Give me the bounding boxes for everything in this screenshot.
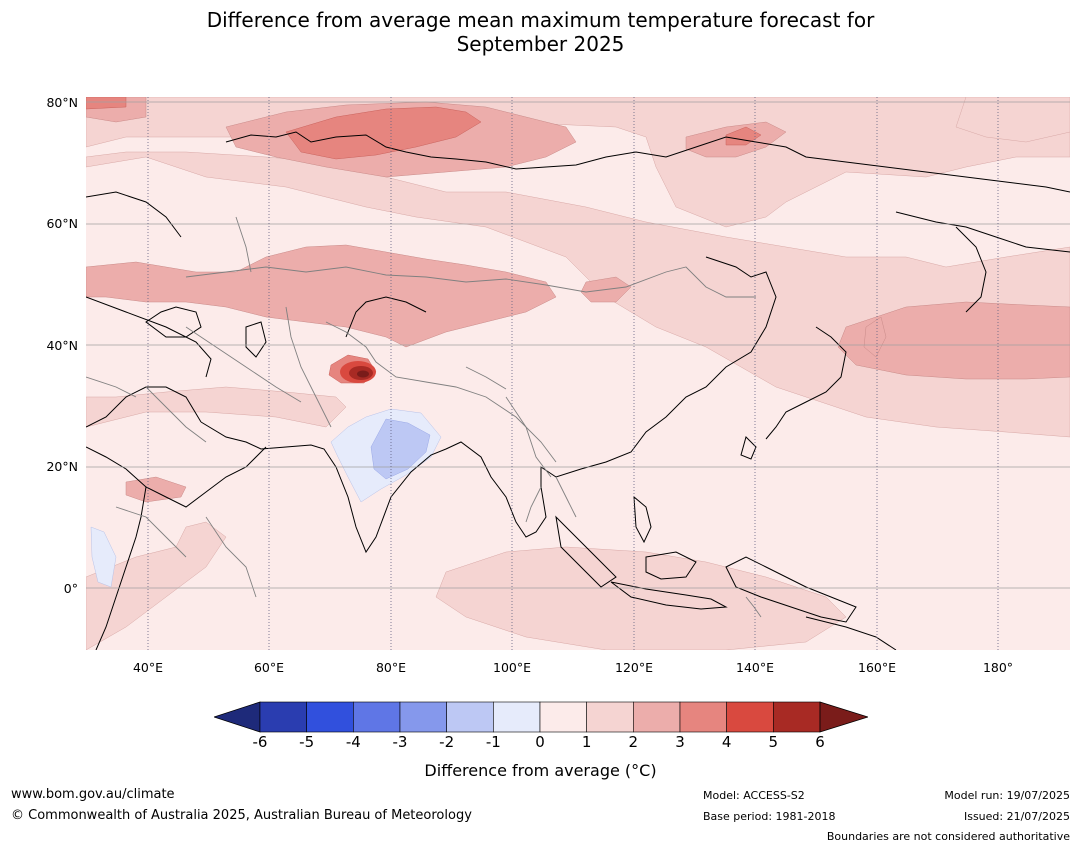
lon-label-40e: 40°E <box>132 660 164 675</box>
chart-title: Difference from average mean maximum tem… <box>0 8 1081 56</box>
latitude-lines <box>86 101 1070 589</box>
lat-label-0: 0° <box>63 581 78 596</box>
colorbar-tick-label: -4 <box>345 733 361 751</box>
colorbar-tick-label: 4 <box>721 733 732 751</box>
colorbar-swatch <box>353 701 401 733</box>
anomaly-3-4-regions <box>86 97 762 384</box>
lon-label-160e: 160°E <box>857 660 897 675</box>
colorbar-swatch <box>679 701 727 733</box>
longitude-lines <box>147 97 999 650</box>
colorbar-extend-low <box>214 701 261 733</box>
colorbar-swatch <box>726 701 774 733</box>
coastlines <box>86 131 1070 650</box>
lon-label-120e: 120°E <box>614 660 654 675</box>
colorbar-extend-high <box>819 701 868 733</box>
model-text: Model: ACCESS-S2 <box>703 789 805 802</box>
forecast-map <box>86 97 1070 650</box>
colorbar-swatch <box>493 701 541 733</box>
title-line-2: September 2025 <box>456 32 625 56</box>
anomaly-negative-regions <box>90 408 442 588</box>
colorbar-swatch <box>259 701 307 733</box>
colorbar-label: Difference from average (°C) <box>424 761 657 780</box>
colorbar-tick-label: 1 <box>581 733 592 751</box>
disclaimer-text: Boundaries are not considered authoritat… <box>826 830 1070 843</box>
colorbar-swatch <box>773 701 821 733</box>
website-link[interactable]: www.bom.gov.au/climate <box>11 787 175 802</box>
lon-label-60e: 60°E <box>253 660 285 675</box>
colorbar-swatch <box>586 701 634 733</box>
colorbar-tick-label: 6 <box>815 733 825 751</box>
title-line-1: Difference from average mean maximum tem… <box>206 8 875 32</box>
hot-spot-tibet <box>340 361 376 383</box>
colorbar-tick-label: -2 <box>439 733 455 751</box>
colorbar <box>214 701 868 733</box>
colorbar-tick-label: 0 <box>535 733 545 751</box>
colorbar-tick-label: -3 <box>392 733 408 751</box>
lon-label-180: 180° <box>982 660 1014 675</box>
national-borders <box>86 216 762 618</box>
map-svg <box>86 97 1070 650</box>
lon-label-80e: 80°E <box>375 660 407 675</box>
colorbar-tick-label: -5 <box>299 733 315 751</box>
colorbar-swatch <box>306 701 354 733</box>
colorbar-swatch <box>446 701 494 733</box>
colorbar-swatches <box>214 701 868 733</box>
copyright-text: © Commonwealth of Australia 2025, Austra… <box>11 808 472 823</box>
colorbar-tick-label: 5 <box>768 733 779 751</box>
lon-label-100e: 100°E <box>492 660 532 675</box>
lat-label-80n: 80°N <box>46 95 78 110</box>
colorbar-tick-label: -6 <box>252 733 268 751</box>
colorbar-tick-label: -1 <box>485 733 501 751</box>
model-run-text: Model run: 19/07/2025 <box>944 789 1070 802</box>
issued-text: Issued: 21/07/2025 <box>963 810 1070 823</box>
lat-label-60n: 60°N <box>46 216 78 231</box>
lon-label-140e: 140°E <box>735 660 775 675</box>
colorbar-swatch <box>539 701 587 733</box>
colorbar-tick-label: 2 <box>628 733 639 751</box>
lat-label-40n: 40°N <box>46 338 78 353</box>
lat-label-20n: 20°N <box>46 459 78 474</box>
base-period-text: Base period: 1981-2018 <box>703 810 836 823</box>
colorbar-tick-label: 3 <box>675 733 685 751</box>
colorbar-swatch <box>399 701 447 733</box>
colorbar-swatch <box>633 701 681 733</box>
